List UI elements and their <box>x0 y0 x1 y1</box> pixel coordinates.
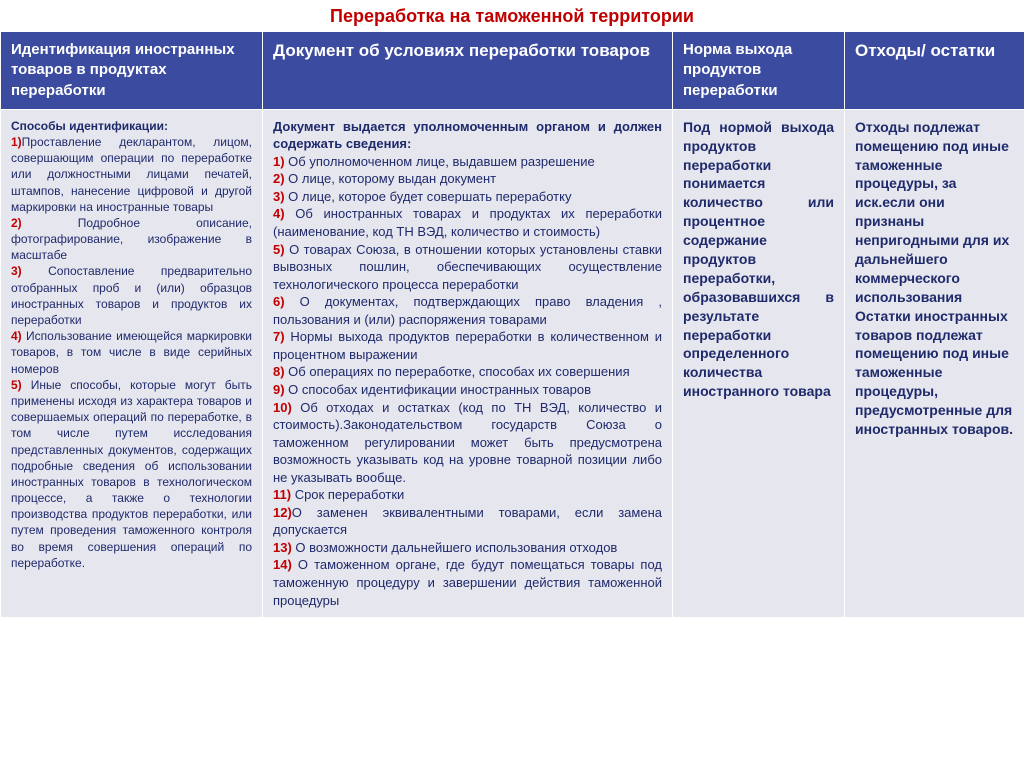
item-text: О документах, подтверждающих право владе… <box>273 294 662 327</box>
col1-item: 4) Использование имеющейся маркировки то… <box>11 328 252 377</box>
cell-waste: Отходы подлежат помещению под иные тамож… <box>845 109 1024 617</box>
col2-item: 4) Об иностранных товарах и продуктах их… <box>273 205 662 240</box>
item-number: 5) <box>11 378 22 392</box>
item-text: О заменен эквивалентными товарами, если … <box>273 505 662 538</box>
item-number: 3) <box>273 189 285 204</box>
item-number: 7) <box>273 329 285 344</box>
item-number: 1) <box>11 135 22 149</box>
cell-identification: Способы идентификации:1)Проставление дек… <box>1 109 263 617</box>
header-col-1: Идентификация иностранных товаров в прод… <box>1 32 263 110</box>
col1-intro: Способы идентификации: <box>11 118 252 134</box>
item-text: О лице, которому выдан документ <box>285 171 497 186</box>
col2-intro: Документ выдается уполномоченным органом… <box>273 118 662 153</box>
item-text: О способах идентификации иностранных тов… <box>285 382 591 397</box>
col1-item: 5) Иные способы, которые могут быть прим… <box>11 377 252 571</box>
item-text: Срок переработки <box>291 487 404 502</box>
col2-item: 12)О заменен эквивалентными товарами, ес… <box>273 504 662 539</box>
body-row: Способы идентификации:1)Проставление дек… <box>1 109 1024 617</box>
col2-item: 7) Нормы выхода продуктов переработки в … <box>273 328 662 363</box>
item-number: 2) <box>273 171 285 186</box>
item-number: 6) <box>273 294 285 309</box>
col2-item: 1) Об уполномоченном лице, выдавшем разр… <box>273 153 662 171</box>
item-text: О товарах Союза, в отношении которых уст… <box>273 242 662 292</box>
col2-item: 11) Срок переработки <box>273 486 662 504</box>
col2-item: 3) О лице, которое будет совершать перер… <box>273 188 662 206</box>
col2-item: 2) О лице, которому выдан документ <box>273 170 662 188</box>
page-title: Переработка на таможенной территории <box>0 0 1024 31</box>
item-number: 4) <box>11 329 22 343</box>
col1-item: 1)Проставление декларантом, лицом, совер… <box>11 134 252 215</box>
item-text: Об иностранных товарах и продуктах их пе… <box>273 206 662 239</box>
item-text: Об уполномоченном лице, выдавшем разреше… <box>285 154 595 169</box>
col1-item: 2) Подробное описание, фотографирование,… <box>11 215 252 264</box>
item-number: 11) <box>273 487 291 502</box>
item-number: 13) <box>273 540 292 555</box>
item-number: 9) <box>273 382 285 397</box>
item-text: Об отходах и остатках (код по ТН ВЭД, ко… <box>273 400 662 485</box>
item-number: 1) <box>273 154 285 169</box>
item-text: О лице, которое будет совершать перерабо… <box>285 189 572 204</box>
col2-item: 13) О возможности дальнейшего использова… <box>273 539 662 557</box>
item-number: 3) <box>11 264 22 278</box>
header-col-4: Отходы/ остатки <box>845 32 1024 110</box>
item-text: О таможенном органе, где будут помещатьс… <box>273 557 662 607</box>
item-number: 14) <box>273 557 292 572</box>
header-col-2: Документ об условиях переработки товаров <box>263 32 673 110</box>
cell-norm: Под нормой выхода продуктов переработки … <box>673 109 845 617</box>
item-text: Сопоставление предварительно отобранных … <box>11 264 252 327</box>
main-table: Идентификация иностранных товаров в прод… <box>0 31 1024 618</box>
item-number: 10) <box>273 400 292 415</box>
col2-item: 8) Об операциях по переработке, способах… <box>273 363 662 381</box>
header-col-3: Норма выхода продуктов переработки <box>673 32 845 110</box>
col2-item: 9) О способах идентификации иностранных … <box>273 381 662 399</box>
item-text: Подробное описание, фотографирование, из… <box>11 216 252 262</box>
item-text: Проставление декларантом, лицом, соверша… <box>11 135 252 214</box>
col2-item: 10) Об отходах и остатках (код по ТН ВЭД… <box>273 399 662 487</box>
item-text: Иные способы, которые могут быть примене… <box>11 378 252 570</box>
item-text: Использование имеющейся маркировки товар… <box>11 329 252 375</box>
col2-item: 5) О товарах Союза, в отношении которых … <box>273 241 662 294</box>
item-number: 8) <box>273 364 285 379</box>
item-text: Нормы выхода продуктов переработки в кол… <box>273 329 662 362</box>
cell-document: Документ выдается уполномоченным органом… <box>263 109 673 617</box>
item-number: 2) <box>11 216 22 230</box>
col1-item: 3) Сопоставление предварительно отобранн… <box>11 263 252 328</box>
item-text: О возможности дальнейшего использования … <box>292 540 618 555</box>
item-number: 12) <box>273 505 292 520</box>
col2-item: 6) О документах, подтверждающих право вл… <box>273 293 662 328</box>
col2-item: 14) О таможенном органе, где будут помещ… <box>273 556 662 609</box>
header-row: Идентификация иностранных товаров в прод… <box>1 32 1024 110</box>
item-text: Об операциях по переработке, способах их… <box>285 364 630 379</box>
item-number: 4) <box>273 206 285 221</box>
item-number: 5) <box>273 242 285 257</box>
